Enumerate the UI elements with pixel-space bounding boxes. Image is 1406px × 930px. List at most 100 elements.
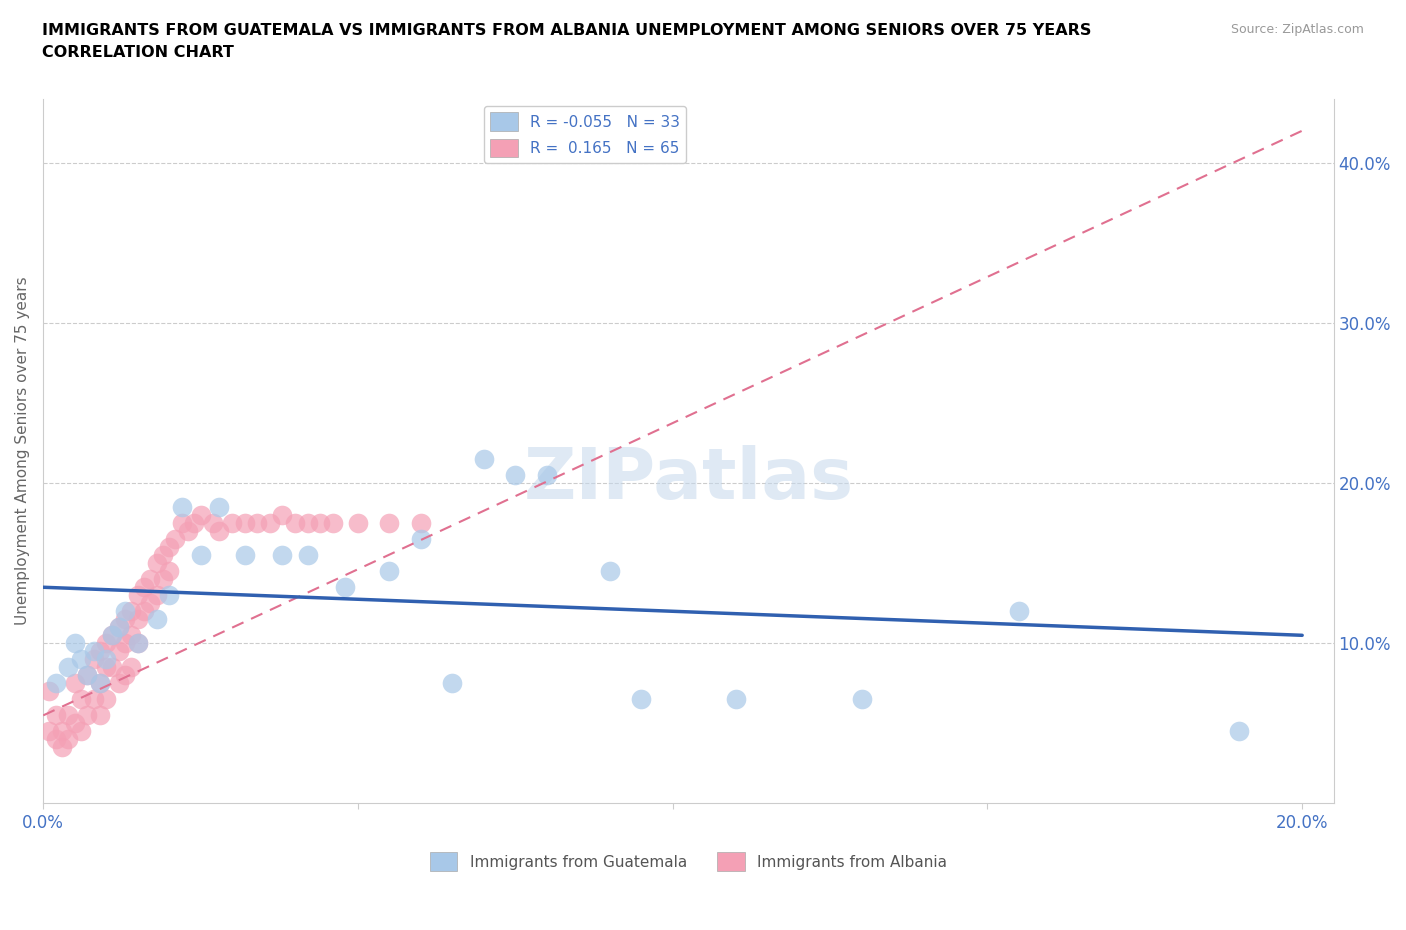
Point: [94, 692, 117, 707]
Point: [114, 636, 136, 651]
Point: [378, 564, 401, 578]
Point: [89, 708, 111, 723]
Point: [58, 660, 80, 675]
Point: [45, 732, 67, 747]
Point: [127, 612, 149, 627]
Point: [246, 516, 269, 531]
Point: [76, 708, 98, 723]
Point: [51, 740, 73, 755]
Point: [190, 508, 212, 523]
Point: [70, 724, 93, 738]
Point: [505, 468, 527, 483]
Point: [70, 652, 93, 667]
Point: [63, 676, 86, 691]
Point: [45, 708, 67, 723]
Point: [83, 644, 105, 658]
Point: [139, 596, 162, 611]
Point: [51, 724, 73, 738]
Point: [94, 636, 117, 651]
Point: [190, 548, 212, 563]
Point: [139, 572, 162, 587]
Text: IMMIGRANTS FROM GUATEMALA VS IMMIGRANTS FROM ALBANIA UNEMPLOYMENT AMONG SENIORS : IMMIGRANTS FROM GUATEMALA VS IMMIGRANTS …: [42, 23, 1091, 60]
Point: [347, 516, 370, 531]
Point: [127, 588, 149, 603]
Point: [145, 556, 167, 571]
Point: [114, 604, 136, 618]
Point: [89, 676, 111, 691]
Point: [724, 692, 747, 707]
Point: [107, 676, 129, 691]
Point: [152, 572, 174, 587]
Point: [120, 660, 142, 675]
Point: [120, 604, 142, 618]
Point: [233, 516, 256, 531]
Point: [271, 508, 294, 523]
Point: [107, 620, 129, 635]
Point: [132, 579, 155, 594]
Point: [157, 564, 180, 578]
Point: [335, 579, 357, 594]
Point: [233, 548, 256, 563]
Point: [101, 628, 124, 643]
Point: [63, 716, 86, 731]
Point: [157, 588, 180, 603]
Point: [127, 636, 149, 651]
Point: [89, 676, 111, 691]
Point: [107, 620, 129, 635]
Point: [101, 628, 124, 643]
Point: [630, 692, 652, 707]
Point: [38, 684, 60, 698]
Point: [599, 564, 621, 578]
Point: [38, 724, 60, 738]
Point: [132, 604, 155, 618]
Point: [58, 708, 80, 723]
Point: [297, 548, 319, 563]
Point: [208, 524, 231, 538]
Point: [63, 636, 86, 651]
Point: [165, 532, 187, 547]
Point: [145, 588, 167, 603]
Point: [101, 660, 124, 675]
Point: [89, 644, 111, 658]
Text: Source: ZipAtlas.com: Source: ZipAtlas.com: [1230, 23, 1364, 36]
Point: [94, 652, 117, 667]
Point: [114, 612, 136, 627]
Point: [152, 548, 174, 563]
Point: [127, 636, 149, 651]
Legend: Immigrants from Guatemala, Immigrants from Albania: Immigrants from Guatemala, Immigrants fr…: [423, 846, 953, 877]
Point: [202, 516, 225, 531]
Point: [183, 516, 205, 531]
Point: [107, 644, 129, 658]
Point: [45, 676, 67, 691]
Point: [114, 668, 136, 683]
Point: [1008, 604, 1031, 618]
Point: [536, 468, 558, 483]
Point: [170, 516, 193, 531]
Point: [221, 516, 243, 531]
Point: [177, 524, 200, 538]
Point: [170, 499, 193, 514]
Point: [145, 612, 167, 627]
Point: [120, 628, 142, 643]
Point: [76, 668, 98, 683]
Point: [378, 516, 401, 531]
Point: [76, 668, 98, 683]
Point: [297, 516, 319, 531]
Point: [70, 692, 93, 707]
Point: [322, 516, 344, 531]
Point: [58, 732, 80, 747]
Point: [83, 692, 105, 707]
Point: [309, 516, 332, 531]
Point: [472, 452, 495, 467]
Point: [259, 516, 281, 531]
Point: [851, 692, 873, 707]
Point: [271, 548, 294, 563]
Y-axis label: Unemployment Among Seniors over 75 years: Unemployment Among Seniors over 75 years: [15, 277, 30, 625]
Point: [441, 676, 464, 691]
Point: [83, 652, 105, 667]
Point: [208, 499, 231, 514]
Point: [94, 660, 117, 675]
Point: [157, 539, 180, 554]
Point: [409, 532, 432, 547]
Text: ZIPatlas: ZIPatlas: [523, 445, 853, 513]
